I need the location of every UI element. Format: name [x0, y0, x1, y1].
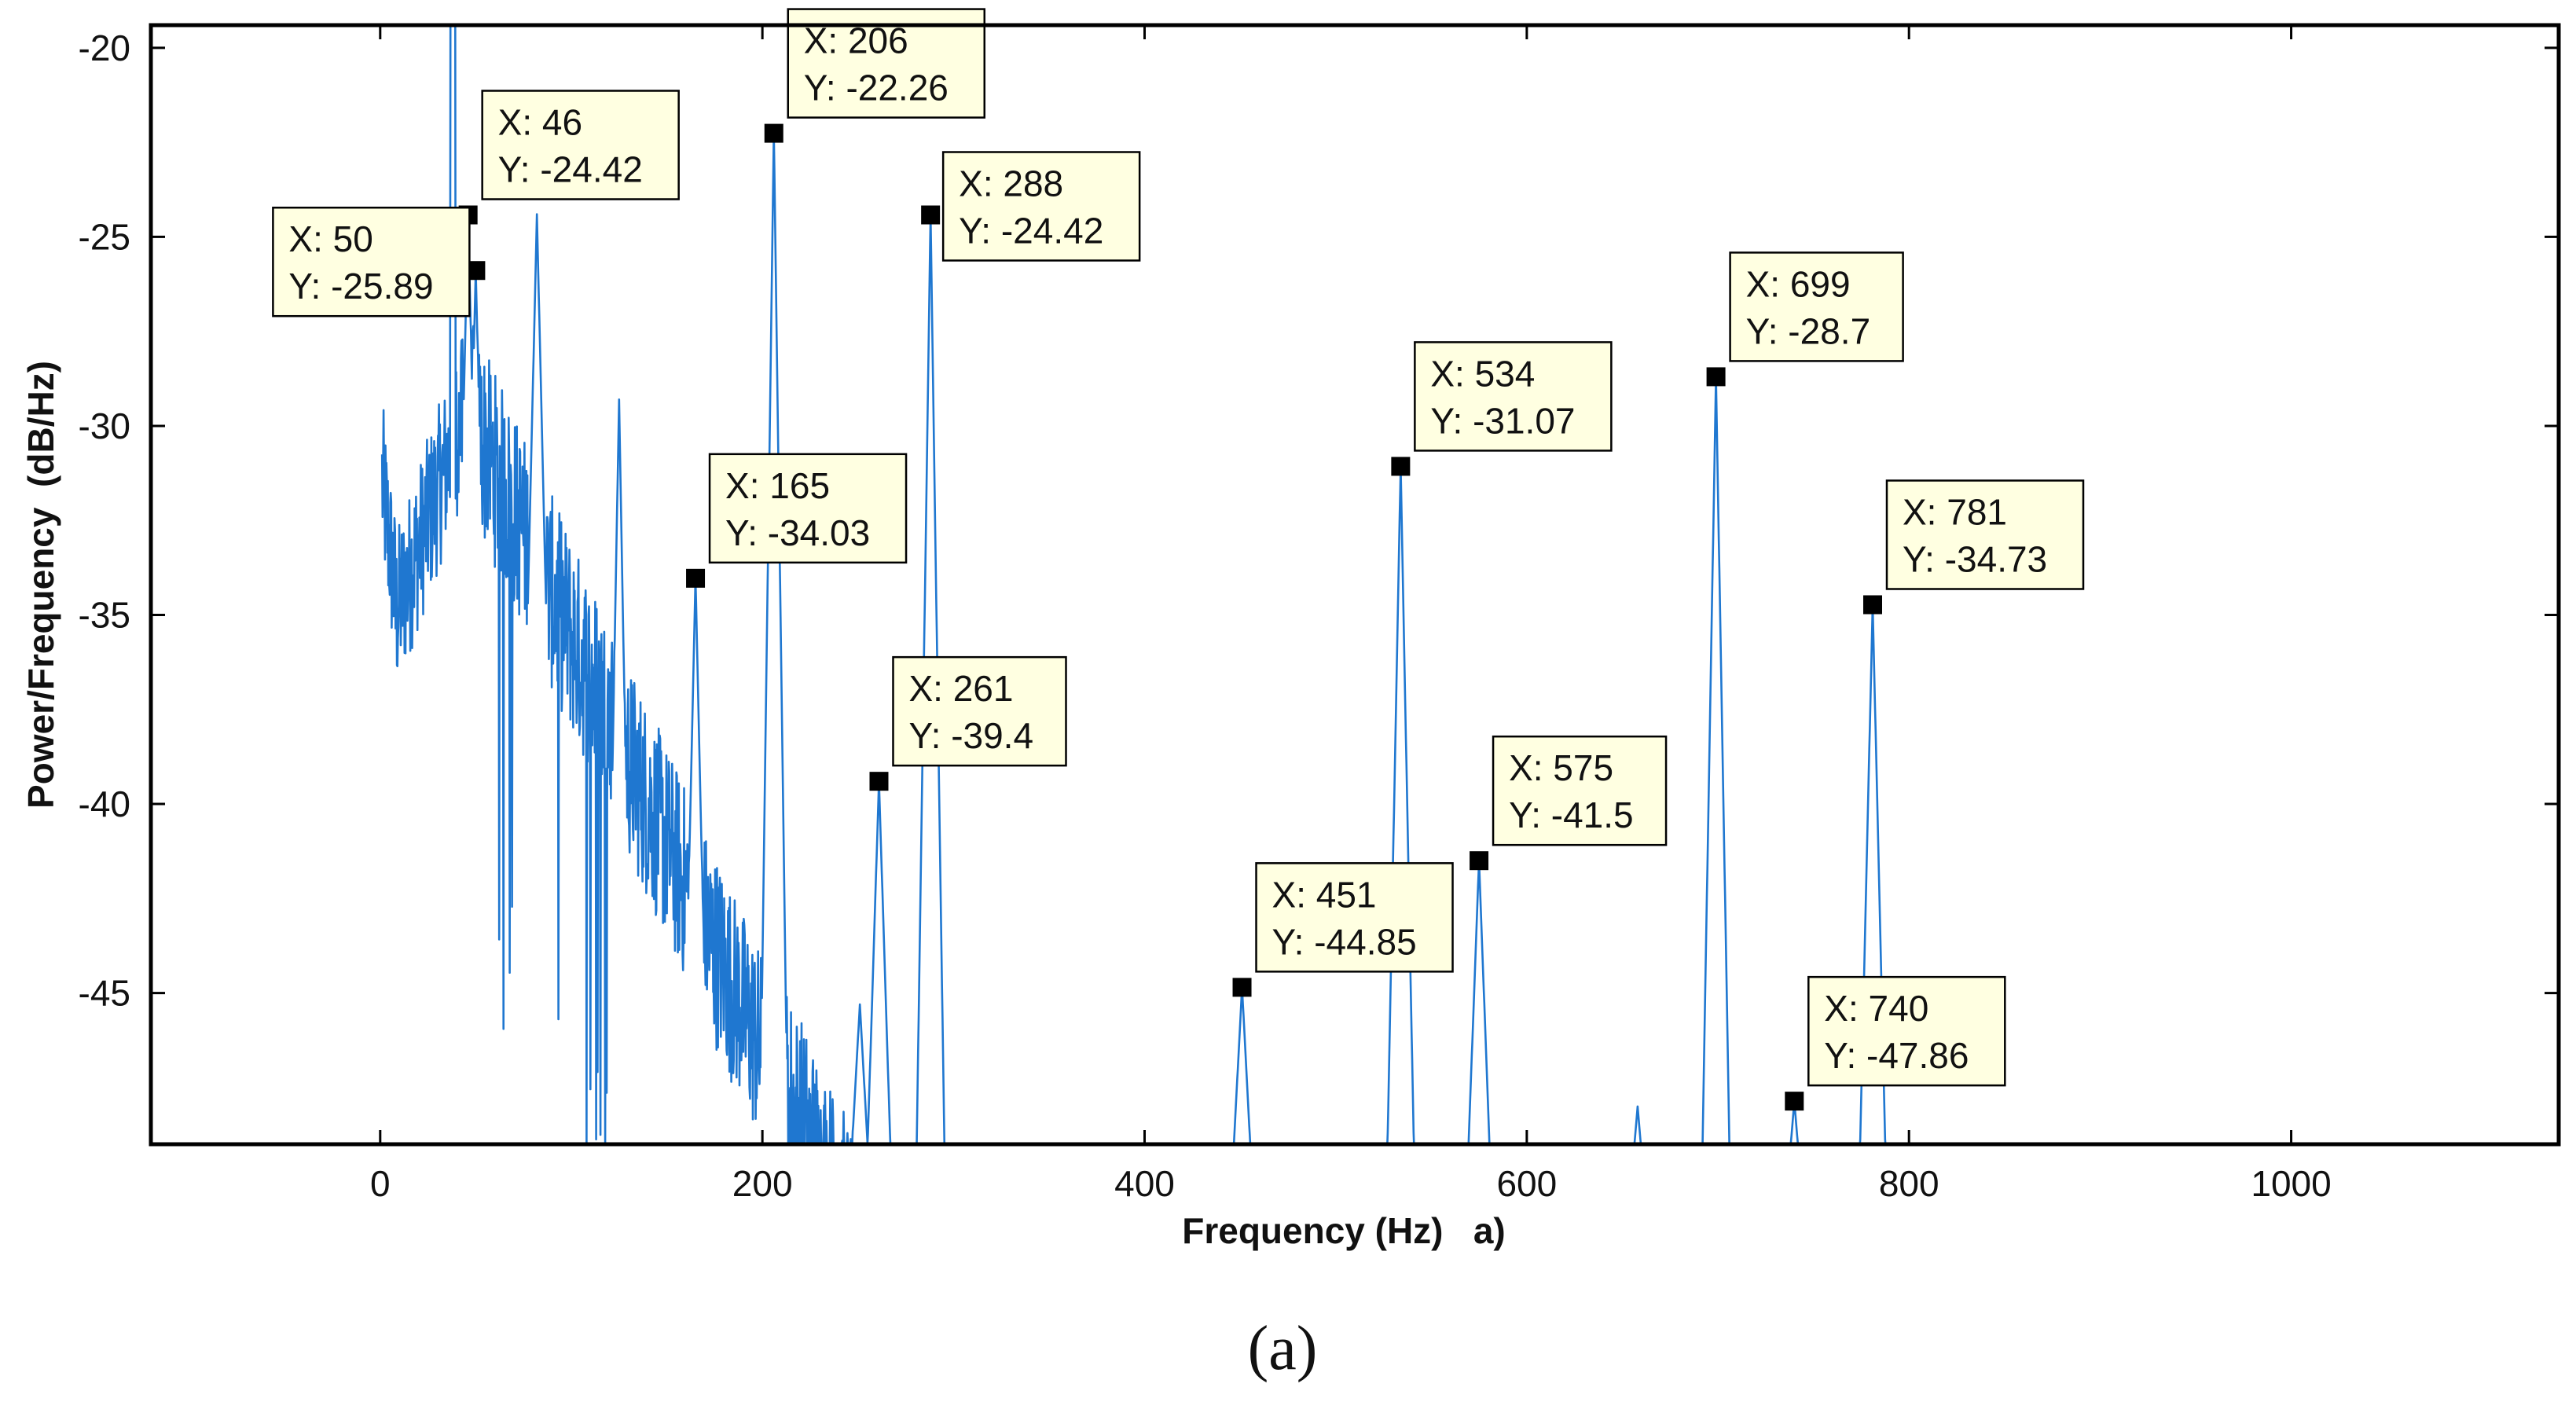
- datatip: X: 781 Y: -34.73: [1885, 479, 2085, 590]
- y-tick-label: -30: [79, 406, 130, 446]
- datatip-x-label: X: 699: [1746, 263, 1851, 304]
- datatip-box: [708, 453, 908, 564]
- datatip: X: 261 Y: -39.4: [892, 655, 1067, 767]
- datatip-box: [941, 151, 1141, 262]
- datatip-marker: [764, 123, 783, 143]
- datatip-box: [892, 655, 1067, 767]
- datatip-y-label: Y: -28.7: [1746, 310, 1871, 351]
- datatip-x-label: X: 781: [1903, 491, 2007, 532]
- datatip: X: 165 Y: -34.03: [708, 453, 908, 564]
- datatip: X: 699 Y: -28.7: [1729, 251, 1904, 362]
- datatip: X: 46 Y: -24.42: [481, 90, 680, 200]
- datatip-box: [1492, 735, 1668, 846]
- datatip-box: [787, 8, 985, 119]
- datatip-y-label: Y: -41.5: [1509, 795, 1634, 835]
- datatip-y-label: Y: -39.4: [908, 715, 1033, 756]
- datatip-marker: [1706, 367, 1726, 387]
- x-axis-title: Frequency (Hz) a): [1182, 1210, 1506, 1251]
- datatip-box: [1255, 862, 1454, 973]
- datatip-box: [481, 90, 680, 200]
- y-tick-label: -20: [79, 28, 130, 68]
- datatip: X: 50 Y: -25.89: [272, 206, 471, 317]
- datatip-box: [272, 206, 471, 317]
- datatip-box: [1807, 975, 2006, 1087]
- datatip: X: 575 Y: -41.5: [1492, 735, 1668, 846]
- datatip: X: 740 Y: -47.86: [1807, 975, 2006, 1087]
- datatip-marker: [686, 568, 706, 588]
- datatip-marker: [1785, 1092, 1804, 1111]
- y-tick-label: -25: [79, 216, 130, 257]
- x-tick-label: 200: [732, 1163, 793, 1204]
- y-axis-title: Power/Frequency (dB/Hz): [20, 361, 61, 809]
- x-tick-label: 800: [1879, 1163, 1939, 1204]
- y-tick-label: -40: [79, 784, 130, 824]
- datatip: X: 534 Y: -31.07: [1414, 341, 1613, 452]
- marker-layer: [458, 123, 1883, 1111]
- datatip-marker: [1391, 457, 1411, 476]
- datatip-y-label: Y: -47.86: [1824, 1035, 1969, 1076]
- datatip: X: 451 Y: -44.85: [1255, 862, 1454, 973]
- y-tick-label: -45: [79, 973, 130, 1014]
- datatip-y-label: Y: -24.42: [959, 211, 1103, 251]
- datatip-y-label: Y: -22.26: [804, 68, 949, 108]
- datatip-marker: [921, 205, 941, 225]
- datatip-x-label: X: 288: [959, 163, 1063, 204]
- datatip-x-label: X: 740: [1824, 988, 1928, 1029]
- datatip-x-label: X: 165: [725, 465, 830, 506]
- datatip-x-label: X: 261: [908, 668, 1013, 709]
- spectrum-line: [380, 25, 1887, 1144]
- datatip-x-label: X: 575: [1509, 747, 1613, 788]
- datatip-y-label: Y: -24.42: [498, 149, 643, 190]
- x-tick-label: 0: [370, 1163, 391, 1204]
- datatip-box: [1729, 251, 1904, 362]
- datatip-marker: [1470, 851, 1489, 871]
- datatip-y-label: Y: -34.03: [725, 512, 870, 553]
- plot-frame: [149, 23, 2561, 1147]
- datatip-y-label: Y: -25.89: [288, 266, 433, 306]
- series-layer: [380, 25, 1887, 1144]
- datatip-x-label: X: 451: [1272, 874, 1377, 915]
- tick-layer: 0 200 400 600 800 1000 -20 -25 -30 -35 -40 -45: [79, 25, 2559, 1204]
- datatip-box: [1885, 479, 2085, 590]
- datatip-marker: [1863, 595, 1883, 615]
- datatip-marker: [1232, 978, 1252, 997]
- datatip-x-label: X: 50: [288, 218, 372, 259]
- datatip-x-label: X: 46: [498, 102, 582, 143]
- datatip-marker: [869, 772, 889, 791]
- datatip-box: [1414, 341, 1613, 452]
- x-tick-label: 400: [1114, 1163, 1175, 1204]
- y-tick-label: -35: [79, 594, 130, 635]
- datatip-y-label: Y: -31.07: [1430, 400, 1575, 441]
- datatip-y-label: Y: -34.73: [1903, 538, 2047, 579]
- x-tick-label: 600: [1496, 1163, 1557, 1204]
- figure-caption: (a): [1248, 1314, 1318, 1383]
- x-tick-label: 1000: [2251, 1163, 2331, 1204]
- datatip-y-label: Y: -44.85: [1272, 921, 1417, 962]
- datatip: X: 288 Y: -24.42: [941, 151, 1141, 262]
- datatip-x-label: X: 534: [1430, 353, 1535, 394]
